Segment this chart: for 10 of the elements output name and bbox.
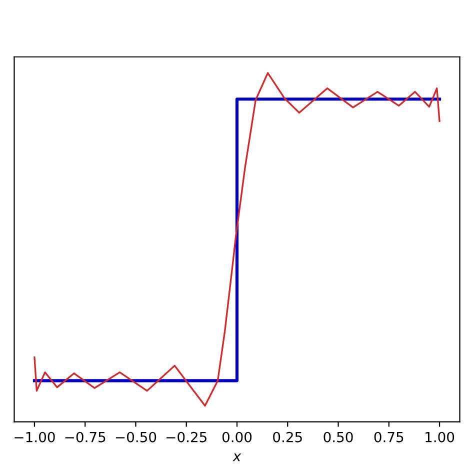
x-tick-label: 0.75	[374, 432, 404, 442]
x-tick-label: −1.00	[14, 432, 55, 442]
x-tick-label: −0.75	[65, 432, 106, 442]
x-tick-label: 0.25	[273, 432, 302, 442]
x-tick-label: 0.50	[324, 432, 353, 442]
x-tick-label: −0.50	[116, 432, 156, 442]
x-axis-title: x	[232, 454, 242, 462]
x-tick-label: −0.25	[166, 432, 206, 442]
x-tick-label: 0.00	[222, 432, 252, 442]
x-tick-label: 1.00	[426, 432, 454, 442]
